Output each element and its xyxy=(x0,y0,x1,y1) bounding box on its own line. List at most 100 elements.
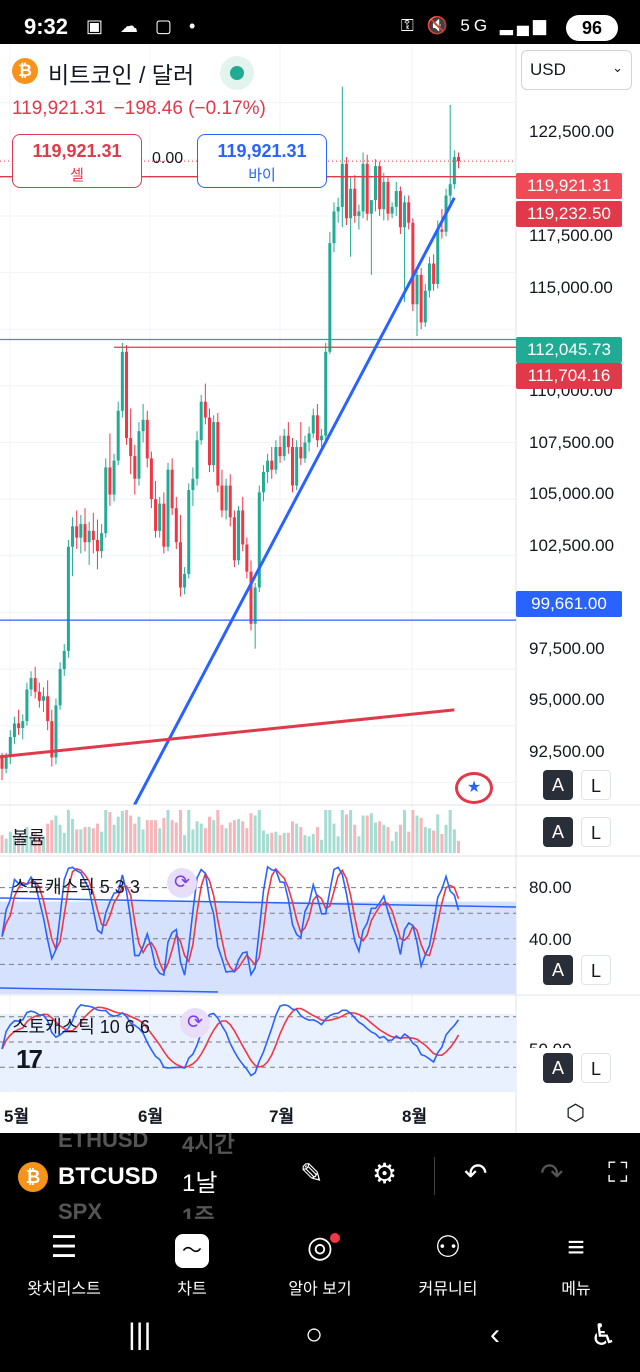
ghost-interval: 4시간 xyxy=(182,1133,235,1157)
volume-bar xyxy=(195,821,199,853)
volume-bar xyxy=(257,810,261,853)
sell-button[interactable]: 119,921.31 셀 xyxy=(12,134,142,188)
line-price-tag[interactable]: 111,704.16 xyxy=(516,363,622,389)
volume-bar xyxy=(12,835,16,853)
candle-body xyxy=(108,467,112,495)
refresh-icon[interactable]: ⟳ xyxy=(180,1008,210,1038)
volume-bar xyxy=(66,810,70,853)
candle-body xyxy=(174,508,178,543)
fullscreen-icon[interactable]: ⛶ xyxy=(608,1157,628,1188)
volume-bar xyxy=(315,827,319,853)
buy-button[interactable]: 119,921.31 바이 xyxy=(197,134,327,188)
recents-icon[interactable]: ||| xyxy=(128,1318,152,1351)
line-price-tag[interactable]: 99,661.00 xyxy=(516,591,622,617)
stoch1-level-label: 80.00 xyxy=(529,878,572,897)
volume-bar xyxy=(295,823,299,853)
nav-label: 차트 xyxy=(177,1281,207,1298)
volume-bar xyxy=(25,827,29,853)
candle-body xyxy=(278,447,282,457)
volume-bar xyxy=(108,812,112,853)
currency-select[interactable]: USD ⌄ xyxy=(521,50,632,90)
candle-body xyxy=(50,721,54,758)
candle-body xyxy=(299,447,303,459)
volume-bar xyxy=(137,816,141,853)
auto-scale-button[interactable]: A xyxy=(543,1053,573,1083)
price-line: 119,921.31 −198.46 (−0.17%) xyxy=(12,98,266,120)
volume-bar xyxy=(299,827,303,853)
status-time: 9:32 xyxy=(24,14,69,39)
undo-icon[interactable]: ↶ xyxy=(464,1158,488,1189)
log-scale-button[interactable]: L xyxy=(581,955,611,985)
auto-scale-button[interactable]: A xyxy=(543,955,573,985)
redo-icon[interactable]: ↷ xyxy=(540,1158,564,1189)
pair-title[interactable]: 비트코인 / 달러 xyxy=(48,62,195,88)
volume-pane-label[interactable]: 볼륨 xyxy=(12,828,46,848)
back-icon[interactable]: ‹ xyxy=(490,1318,500,1351)
volume-bar xyxy=(245,828,249,853)
time-tick: 5월 xyxy=(4,1107,30,1126)
candle-body xyxy=(170,469,174,509)
stoch2-pane-label[interactable]: 스토캐스틱 10 6 6 xyxy=(12,1017,150,1037)
log-scale-button[interactable]: L xyxy=(581,770,611,800)
candle-body xyxy=(432,263,436,284)
candle-body xyxy=(228,485,232,518)
home-icon[interactable]: ○ xyxy=(305,1318,324,1351)
volume-bar xyxy=(170,820,174,853)
volume-bar xyxy=(228,822,232,853)
candle-body xyxy=(183,573,187,588)
candle-body xyxy=(311,415,315,434)
nav-menu[interactable]: ≡ 메뉴 xyxy=(512,1227,640,1299)
stoch1-pane-label[interactable]: 스토캐스틱 5 3 3 xyxy=(12,877,140,897)
refresh-icon[interactable]: ⟳ xyxy=(167,868,197,898)
candle-body xyxy=(145,419,149,459)
accessibility-icon[interactable]: ♿ xyxy=(590,1319,617,1352)
candle-body xyxy=(245,544,249,572)
candle-body xyxy=(386,181,390,214)
trendline xyxy=(132,197,456,805)
log-scale-button[interactable]: L xyxy=(581,817,611,847)
nav-community[interactable]: ⚇ 커뮤니티 xyxy=(384,1227,512,1299)
auto-scale-button[interactable]: A xyxy=(543,817,573,847)
draw-icon[interactable]: ✎ xyxy=(300,1158,324,1189)
candle-body xyxy=(46,696,50,722)
volume-bar xyxy=(71,819,75,853)
nav-chart[interactable]: 〜 차트 xyxy=(128,1227,256,1299)
chevron-down-icon: ⌄ xyxy=(612,60,623,75)
candle-body xyxy=(452,157,456,185)
symbol-picker[interactable]: BTCUSD xyxy=(58,1163,158,1190)
interval-picker[interactable]: 1날 xyxy=(182,1170,218,1197)
volume-bar xyxy=(448,810,452,853)
volume-bar xyxy=(54,815,58,853)
log-scale-button[interactable]: L xyxy=(581,1053,611,1083)
us-flag-icon[interactable]: ★ xyxy=(455,772,493,804)
chart-canvas[interactable] xyxy=(0,44,640,1133)
indicator-settings-icon[interactable]: ⚙ xyxy=(372,1158,398,1189)
candle-body xyxy=(344,163,348,219)
price-tick: 105,000.00 xyxy=(529,484,615,503)
candle-body xyxy=(336,206,340,212)
line-price-tag[interactable]: 112,045.73 xyxy=(516,337,622,363)
candle-body xyxy=(87,530,91,543)
system-nav-bar: ||| ○ ‹ ♿ xyxy=(0,1304,640,1372)
candle-body xyxy=(0,757,4,769)
watchlist-icon: ☰ xyxy=(50,1231,78,1264)
candle-body xyxy=(195,440,199,479)
line-price-tag[interactable]: 119,232.50 xyxy=(516,201,622,227)
candle-body xyxy=(253,587,257,624)
notification-dot xyxy=(330,1233,340,1243)
nav-watchlist[interactable]: ☰ 왓치리스트 xyxy=(0,1227,128,1299)
candle-body xyxy=(112,460,116,495)
candle-body xyxy=(378,166,382,210)
nav-explore[interactable]: ◎ 알아 보기 xyxy=(256,1227,384,1299)
market-open-icon[interactable] xyxy=(220,56,254,90)
volume-bar xyxy=(365,815,369,853)
candle-body xyxy=(8,737,12,758)
candle-body xyxy=(212,422,216,466)
last-price: 119,921.31 xyxy=(12,98,106,119)
chart-settings-icon[interactable]: ⬡ xyxy=(566,1100,586,1125)
candle-body xyxy=(58,669,62,706)
candle-body xyxy=(440,229,444,232)
auto-scale-button[interactable]: A xyxy=(543,770,573,800)
candle-body xyxy=(232,517,236,561)
candle-body xyxy=(407,202,411,223)
